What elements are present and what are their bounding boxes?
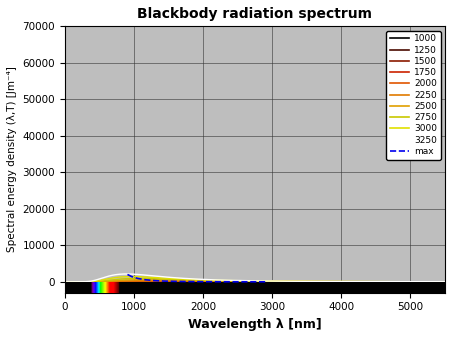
Title: Blackbody radiation spectrum: Blackbody radiation spectrum [137, 7, 372, 21]
X-axis label: Wavelength λ [nm]: Wavelength λ [nm] [188, 318, 321, 331]
Legend: 1000, 1250, 1500, 1750, 2000, 2250, 2500, 2750, 3000, 3250, max: 1000, 1250, 1500, 1750, 2000, 2250, 2500… [385, 31, 440, 160]
Y-axis label: Spectral energy density (λ,T) [Jm⁻⁴]: Spectral energy density (λ,T) [Jm⁻⁴] [7, 67, 17, 252]
